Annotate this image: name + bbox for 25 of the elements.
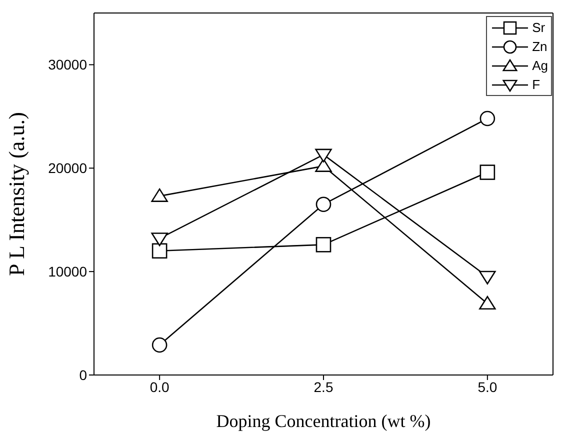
legend-label: Ag (532, 58, 548, 73)
point (315, 158, 332, 172)
x-axis-title: Doping Concentration (wt %) (216, 411, 431, 431)
y-tick-label: 0 (79, 366, 88, 383)
y-tick-label: 20000 (48, 160, 88, 176)
point (479, 270, 496, 284)
y-tick-label: 10000 (48, 264, 88, 280)
y-axis-title: P L Intensity (a.u.) (4, 112, 29, 276)
point (151, 188, 168, 202)
legend-label: Sr (532, 20, 546, 35)
legend-label: Zn (532, 39, 548, 54)
x-tick-label: 2.5 (314, 378, 334, 395)
point (479, 296, 496, 310)
legend-label: F (532, 77, 540, 92)
point (316, 237, 332, 252)
point (151, 232, 168, 246)
point (152, 243, 168, 259)
point (480, 164, 496, 180)
y-tick-label: 30000 (48, 56, 88, 73)
point (480, 110, 496, 126)
point (316, 196, 332, 212)
x-tick-label: 0.0 (150, 378, 170, 395)
point (152, 337, 168, 353)
x-tick-label: 5.0 (478, 378, 498, 395)
point (315, 148, 332, 162)
